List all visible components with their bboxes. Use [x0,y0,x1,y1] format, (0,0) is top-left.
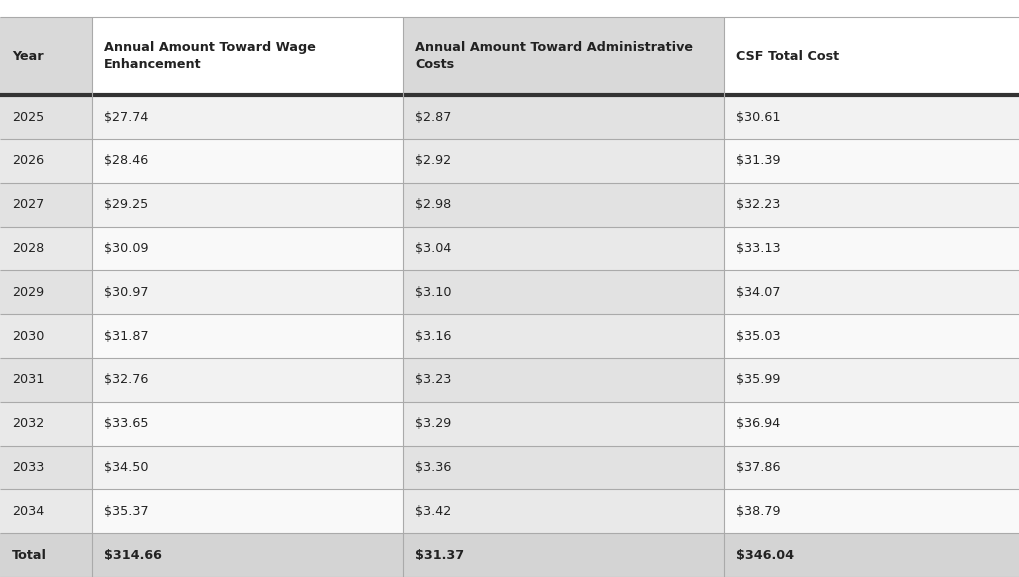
Text: $37.86: $37.86 [736,461,781,474]
Text: $34.07: $34.07 [736,286,781,299]
Text: $34.50: $34.50 [104,461,149,474]
Bar [723,183,1019,227]
Text: $32.76: $32.76 [104,373,149,387]
Text: $3.42: $3.42 [415,505,451,518]
Bar [92,17,403,95]
Text: $30.61: $30.61 [736,111,781,123]
Bar [92,489,403,533]
Text: $33.65: $33.65 [104,417,149,430]
Bar [0,17,92,95]
Bar [403,183,723,227]
Text: $3.10: $3.10 [415,286,451,299]
Bar [0,445,92,489]
Bar [92,445,403,489]
Bar [0,271,92,314]
Bar [92,314,403,358]
Text: $2.92: $2.92 [415,155,450,167]
Text: 2031: 2031 [12,373,45,387]
Text: Annual Amount Toward Wage
Enhancement: Annual Amount Toward Wage Enhancement [104,42,316,71]
Bar [92,227,403,271]
Text: $33.13: $33.13 [736,242,781,255]
Bar [0,139,92,183]
Bar [723,358,1019,402]
Bar [723,402,1019,445]
Bar [723,227,1019,271]
Text: 2026: 2026 [12,155,44,167]
Bar [92,402,403,445]
Text: $35.99: $35.99 [736,373,781,387]
Bar [403,314,723,358]
Bar [0,227,92,271]
Text: $314.66: $314.66 [104,549,162,562]
Bar [403,489,723,533]
Bar [723,271,1019,314]
Text: 2027: 2027 [12,198,45,211]
Bar [0,183,92,227]
Text: $27.74: $27.74 [104,111,149,123]
Text: $2.87: $2.87 [415,111,451,123]
Text: 2028: 2028 [12,242,45,255]
Bar [723,445,1019,489]
Text: Total: Total [12,549,47,562]
Bar [723,489,1019,533]
Bar [403,227,723,271]
Text: $38.79: $38.79 [736,505,781,518]
Text: $31.37: $31.37 [415,549,464,562]
Bar [403,445,723,489]
Bar [92,533,403,577]
Bar [0,402,92,445]
Bar [403,17,723,95]
Text: 2032: 2032 [12,417,45,430]
Bar [723,533,1019,577]
Text: $30.97: $30.97 [104,286,149,299]
Bar [0,358,92,402]
Bar [0,533,92,577]
Text: $31.87: $31.87 [104,329,149,343]
Text: $32.23: $32.23 [736,198,781,211]
Text: 2030: 2030 [12,329,45,343]
Text: $3.16: $3.16 [415,329,451,343]
Text: $3.36: $3.36 [415,461,451,474]
Text: Annual Amount Toward Administrative
Costs: Annual Amount Toward Administrative Cost… [415,42,693,71]
Bar [403,95,723,139]
Text: $29.25: $29.25 [104,198,148,211]
Bar [0,314,92,358]
Bar [723,314,1019,358]
Text: $3.29: $3.29 [415,417,451,430]
Text: $35.03: $35.03 [736,329,781,343]
Bar [92,139,403,183]
Text: $2.98: $2.98 [415,198,451,211]
Bar [723,17,1019,95]
Text: 2033: 2033 [12,461,45,474]
Bar [723,95,1019,139]
Text: CSF Total Cost: CSF Total Cost [736,50,839,63]
Bar [92,358,403,402]
Text: $30.09: $30.09 [104,242,149,255]
Bar [92,271,403,314]
Bar [403,271,723,314]
Bar [403,358,723,402]
Text: 2029: 2029 [12,286,44,299]
Text: 2025: 2025 [12,111,45,123]
Bar [403,402,723,445]
Bar [403,139,723,183]
Text: $28.46: $28.46 [104,155,148,167]
Text: $36.94: $36.94 [736,417,780,430]
Text: $346.04: $346.04 [736,549,794,562]
Text: $35.37: $35.37 [104,505,149,518]
Bar [92,95,403,139]
Text: 2034: 2034 [12,505,45,518]
Bar [403,533,723,577]
Text: $3.04: $3.04 [415,242,451,255]
Bar [92,183,403,227]
Text: $31.39: $31.39 [736,155,781,167]
Text: $3.23: $3.23 [415,373,451,387]
Bar [0,95,92,139]
Bar [0,489,92,533]
Bar [723,139,1019,183]
Text: Year: Year [12,50,44,63]
